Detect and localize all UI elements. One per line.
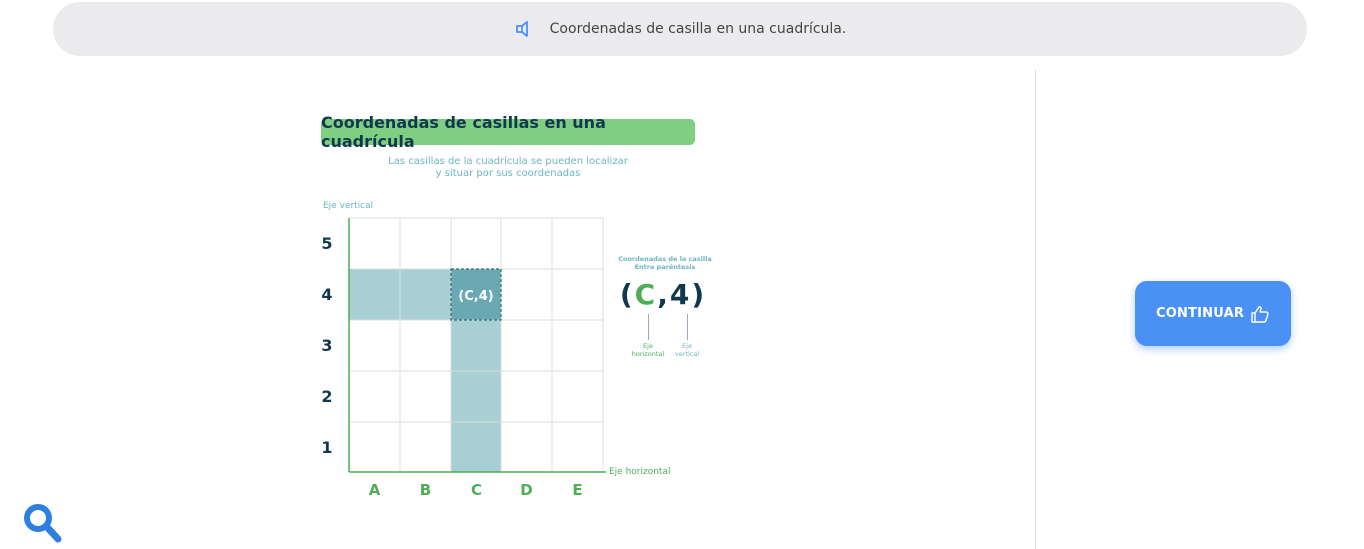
row-tick-1: 1 [321,438,333,457]
v-pointer-line [687,314,688,340]
row-tick-3: 3 [321,336,333,355]
coord-vertical: 4 [669,278,692,311]
coord-open-paren: ( [619,278,635,311]
column-tick-e: E [572,481,583,499]
column-tick-d: D [520,481,533,499]
coord-separator: , [657,278,670,311]
h-axis-note: Eje horizontal [626,342,670,358]
highlight-cell-border [450,268,502,321]
y-axis-label: Eje vertical [323,201,374,211]
v-axis-note-line1: Eje [682,342,692,350]
coordinate-caption: Coordenadas de la casilla Entre paréntes… [605,255,725,271]
highlight-column-c [451,320,501,472]
row-tick-4: 4 [321,285,333,304]
speaker-icon[interactable] [514,20,536,38]
coord-horizontal: C [634,278,658,311]
v-axis-note-line2: vertical [674,350,700,358]
thumbs-up-icon [1251,305,1269,323]
continue-button[interactable]: CONTINUAR [1135,281,1291,346]
coordinate-notation: (C,4) [613,278,713,311]
column-tick-a: A [368,481,381,499]
coordinate-grid: (C,4) [348,217,606,473]
coordinate-caption-line2: Entre paréntesis [634,263,696,271]
diagram-subtitle-line2: y situar por sus coordenadas [435,168,581,179]
row-tick-2: 2 [321,387,333,406]
panel-divider [1035,70,1036,549]
coord-close-paren: ) [691,278,707,311]
diagram-subtitle: Las casillas de la cuadrícula se pueden … [321,156,695,180]
highlight-cell-label: (C,4) [458,289,493,304]
h-axis-note-line1: Eje [643,342,653,350]
search-icon[interactable] [22,503,62,543]
column-tick-c: C [470,481,482,499]
column-tick-b: B [419,481,432,499]
highlight-cell-c4 [451,269,501,320]
instruction-text: Coordenadas de casilla en una cuadrícula… [549,21,847,37]
h-pointer-line [648,314,649,340]
diagram-subtitle-line1: Las casillas de la cuadrícula se pueden … [388,156,628,167]
row-tick-5: 5 [321,234,333,253]
continue-label: CONTINUAR [1155,306,1245,321]
coordinate-caption-line1: Coordenadas de la casilla [618,255,712,263]
instruction-bar: Coordenadas de casilla en una cuadrícula… [53,2,1307,56]
v-axis-note: Eje vertical [670,342,704,358]
diagram-title: Coordenadas de casillas en una cuadrícul… [321,113,695,151]
h-axis-note-line2: horizontal [631,350,665,358]
x-axis-label: Eje horizontal [609,467,671,477]
